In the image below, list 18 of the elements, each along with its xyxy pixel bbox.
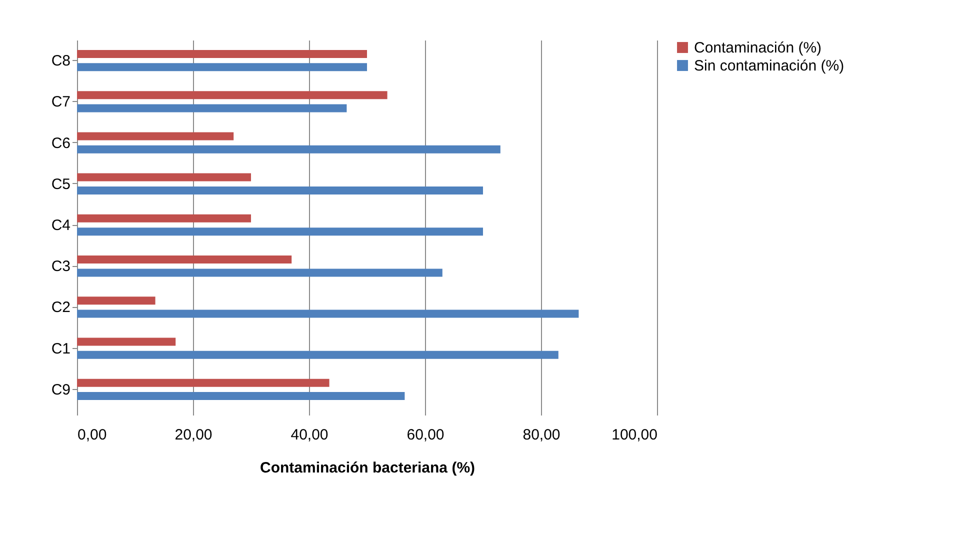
y-tick-label: C5 [51,176,70,193]
x-axis-title: Contaminación bacteriana (%) [260,460,476,476]
y-tick-label: C9 [51,381,70,398]
x-tick-label: 20,00 [174,426,212,444]
x-tick-label: 60,00 [406,426,444,444]
y-tick-label: C2 [51,299,70,316]
legend-label: Sin contaminación (%) [694,58,844,74]
x-tick-label: 100,00 [612,426,658,444]
legend-label: Contaminación (%) [694,40,822,56]
x-tick-label: 0,00 [78,426,107,444]
x-tick-label: 80,00 [522,426,560,444]
y-tick-label: C6 [51,134,70,152]
x-tick-label: 40,00 [290,426,328,444]
y-tick-label: C1 [51,340,70,358]
y-tick-label: C8 [51,52,70,70]
y-tick-label: C7 [51,94,70,111]
y-tick-label: C4 [51,217,70,234]
y-tick-label: C3 [51,258,70,276]
